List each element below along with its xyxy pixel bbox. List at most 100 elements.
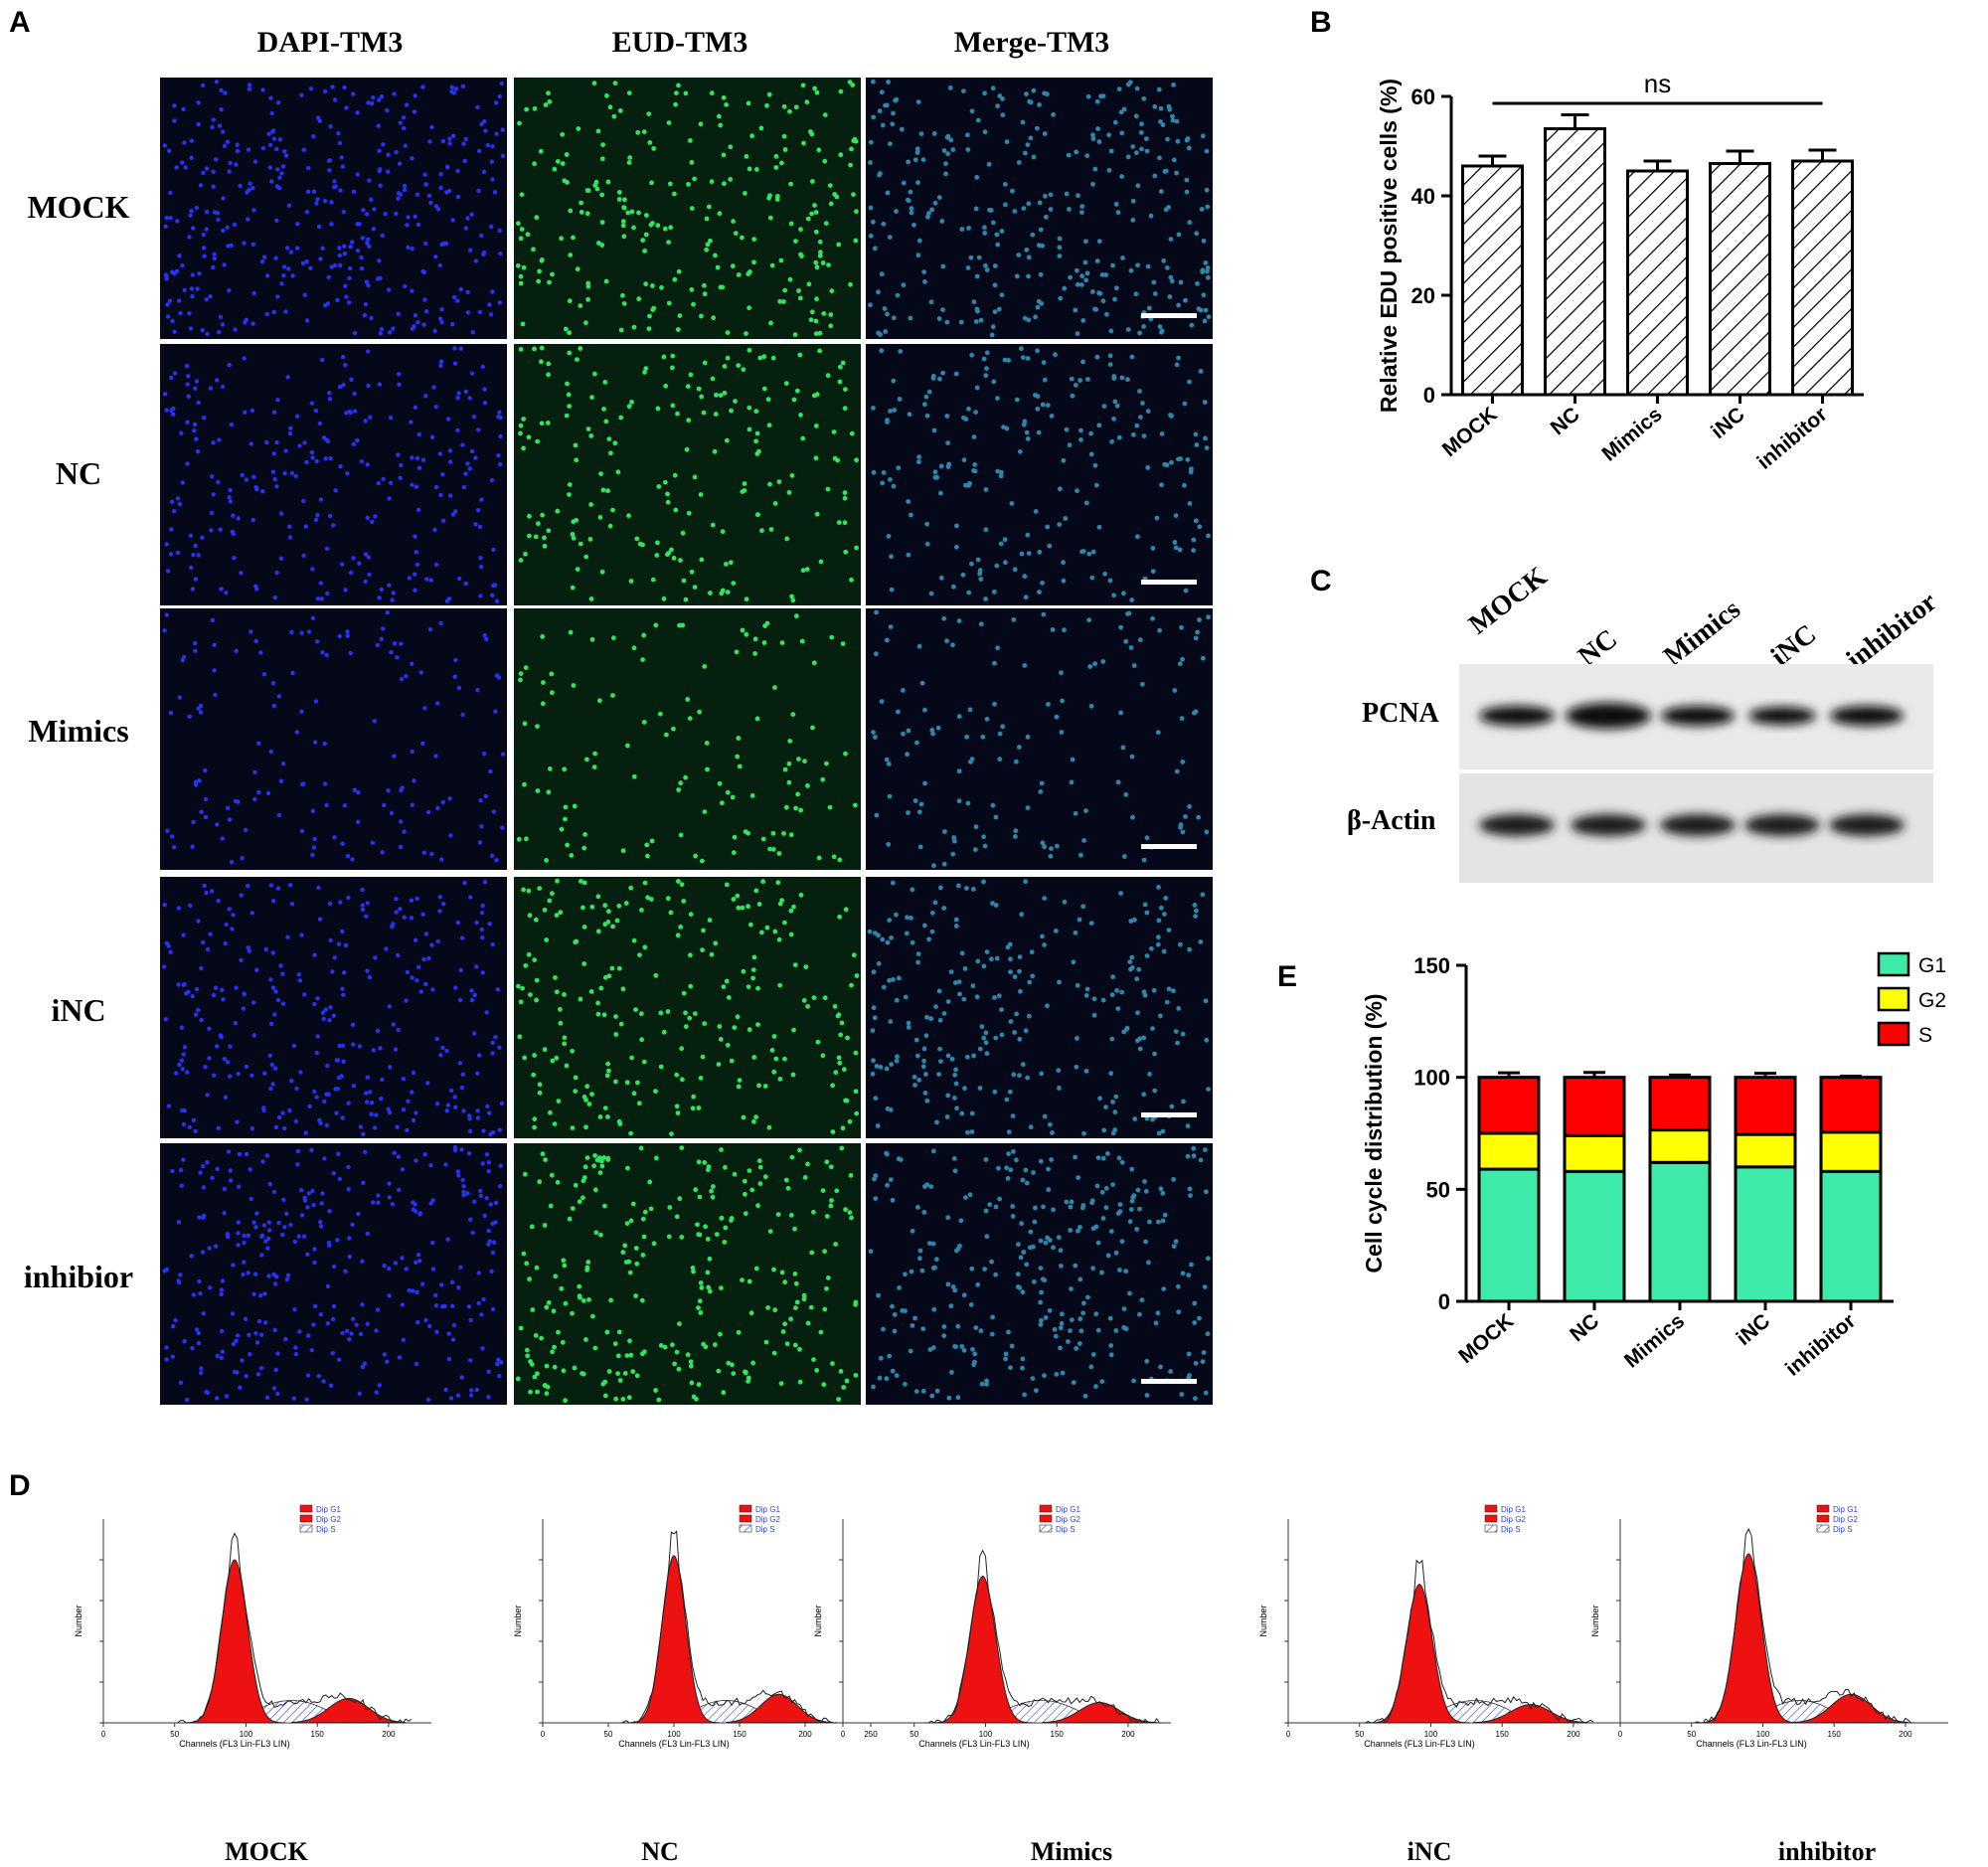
- e-x-tick-label: MOCK: [1454, 1309, 1518, 1368]
- e-legend-swatch-S: [1877, 1021, 1910, 1047]
- b-y-tick-label: 60: [1411, 85, 1435, 109]
- blot-lane-label-inhibitor: inhibitor: [1841, 586, 1943, 676]
- b-bar-NC: [1544, 127, 1606, 397]
- flow-x-tick-label: 0: [541, 1730, 546, 1739]
- flow-x-tick-label: 50: [604, 1730, 613, 1739]
- micro-cell-dots: [518, 345, 859, 603]
- row-label-inc: iNC: [51, 992, 106, 1028]
- flow-legend-label: Dip G2: [316, 1515, 341, 1524]
- b-ns-annotation: ns: [1644, 69, 1671, 98]
- column-header-edu: EUD-TM3: [611, 26, 748, 59]
- flow-x-axis-label: Channels (FL3 Lin-FL3 LIN): [918, 1739, 1030, 1749]
- micro-tile-bg: [160, 1143, 507, 1405]
- e-x-tick-label: iNC: [1733, 1309, 1774, 1350]
- micro-cell-dots: [161, 879, 505, 1137]
- flow-legend-label: Dip G2: [755, 1515, 780, 1524]
- e-x-tick-label: inhibitor: [1781, 1309, 1860, 1381]
- flow-g1-peak: [1698, 1553, 1799, 1724]
- micro-tile-bg: [160, 877, 507, 1138]
- flow-x-tick-label: 150: [311, 1730, 325, 1739]
- flow-x-tick-label: 100: [1424, 1730, 1438, 1739]
- micro-cell-dots: [868, 79, 1212, 338]
- flow-y-axis-label: Number: [74, 1605, 83, 1636]
- flow-x-tick-label: 0: [1618, 1730, 1623, 1739]
- e-bar-S-NC: [1563, 1076, 1626, 1137]
- flow-x-tick-label: 150: [733, 1730, 746, 1739]
- flow-legend-label: Dip G2: [1056, 1515, 1080, 1524]
- actin-band: [1571, 814, 1646, 836]
- flow-legend-label: Dip G2: [1501, 1515, 1526, 1524]
- micro-tile-r3-c1: [514, 877, 861, 1138]
- flow-legend-swatch: [299, 1524, 313, 1533]
- e-y-tick-label: 100: [1413, 1066, 1450, 1091]
- blot-band-label-actin: β-Actin: [1347, 805, 1436, 836]
- flow-y-axis-label: Number: [513, 1605, 523, 1636]
- b-bar-MOCK: [1461, 164, 1524, 397]
- micro-tile-r2-c2: [866, 608, 1213, 870]
- flow-histogram-MOCK: 0 50 100 150 200 Number Channels (FL3 Lin-FL3 …: [74, 1504, 431, 1749]
- flow-legend-swatch: [739, 1514, 752, 1523]
- e-bar-G1-iNC: [1734, 1165, 1797, 1303]
- flow-legend-label: Dip S: [755, 1525, 775, 1534]
- microscopy-grid: [160, 78, 1213, 1405]
- flow-legend-label: Dip G1: [1501, 1505, 1526, 1514]
- flow-legend-swatch: [1039, 1504, 1053, 1513]
- micro-tile-r4-c2: [866, 1143, 1213, 1405]
- flow-g1-peak: [184, 1559, 285, 1724]
- flow-x-tick-label: 100: [1756, 1730, 1770, 1739]
- scale-bar: [1141, 1379, 1197, 1384]
- e-bar-G2-inhibitor: [1819, 1130, 1883, 1173]
- flow-g1-peak: [931, 1575, 1033, 1724]
- blot-band-label-pcna: PCNA: [1362, 698, 1439, 729]
- micro-tile-r1-c2: [866, 344, 1213, 605]
- micro-cell-dots: [871, 346, 1211, 602]
- e-legend-label-G2: G2: [1918, 989, 1946, 1012]
- flow-legend-swatch: [1816, 1514, 1830, 1523]
- e-bar-G2-iNC: [1734, 1132, 1797, 1169]
- actin-band: [1660, 814, 1736, 836]
- b-y-tick-label: 40: [1411, 184, 1435, 209]
- micro-tile-r0-c1: [514, 78, 861, 339]
- flow-y-axis-label: Number: [1258, 1605, 1268, 1636]
- micro-cell-dots: [162, 1144, 504, 1403]
- b-y-axis-label: Relative EDU positive cells (%): [1376, 79, 1402, 413]
- micro-tile-bg: [514, 608, 861, 870]
- row-label-mock: MOCK: [27, 189, 130, 225]
- flow-x-tick-label: 150: [1496, 1730, 1510, 1739]
- actin-band: [1829, 814, 1905, 836]
- flow-legend-swatch: [739, 1504, 752, 1513]
- flow-x-tick-label: 200: [1121, 1730, 1135, 1739]
- e-legend-label-S: S: [1918, 1024, 1932, 1047]
- micro-tile-bg: [514, 1143, 861, 1405]
- e-y-axis-label: Cell cycle distribution (%): [1361, 993, 1387, 1273]
- flow-g2-peak: [1473, 1704, 1588, 1724]
- flow-x-tick-label: 150: [1828, 1730, 1842, 1739]
- flow-legend-swatch: [1484, 1524, 1498, 1533]
- micro-tile-r2-c1: [514, 608, 861, 870]
- micro-cell-dots: [867, 879, 1211, 1136]
- b-x-tick-label: Mimics: [1597, 403, 1666, 465]
- panel-letter-d: D: [9, 1469, 31, 1502]
- column-header-dapi: DAPI-TM3: [256, 26, 404, 59]
- flow-g2-peak: [290, 1697, 407, 1724]
- micro-tile-r3-c2: [866, 877, 1213, 1138]
- flow-g1-peak: [1369, 1584, 1470, 1724]
- flow-x-tick-label: 200: [382, 1730, 396, 1739]
- micro-tile-bg: [866, 608, 1213, 870]
- flow-legend-swatch: [1816, 1504, 1830, 1513]
- scale-bar: [1141, 1112, 1197, 1117]
- micro-cell-dots: [162, 80, 506, 337]
- micro-tile-bg: [866, 877, 1213, 1138]
- e-bar-G1-Mimics: [1648, 1160, 1712, 1303]
- flow-x-tick-label: 200: [1567, 1730, 1580, 1739]
- flow-legend-label: Dip G1: [316, 1505, 341, 1514]
- flow-x-tick-label: 50: [1687, 1730, 1696, 1739]
- flow-x-tick-label: 50: [910, 1730, 918, 1739]
- flow-legend-swatch: [1039, 1514, 1053, 1523]
- e-legend-swatch-G1: [1877, 951, 1910, 977]
- flow-x-tick-label: 200: [1899, 1730, 1912, 1739]
- flow-label-mock: MOCK: [225, 1837, 308, 1866]
- flow-legend-label: Dip G1: [755, 1505, 780, 1514]
- scale-bar: [1141, 580, 1197, 585]
- micro-cell-dots: [516, 878, 860, 1136]
